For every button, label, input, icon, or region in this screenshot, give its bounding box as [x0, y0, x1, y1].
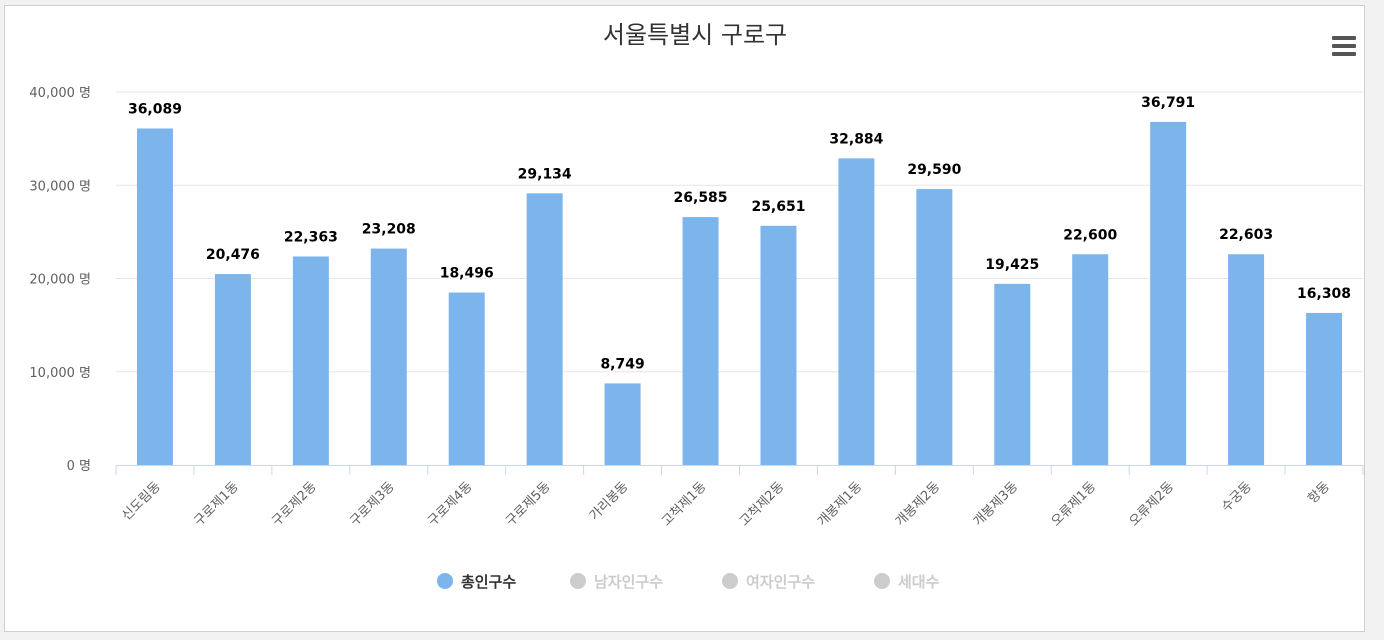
x-tick-label: 고척제2동 [737, 479, 787, 529]
x-tick-label: 개봉제3동 [971, 479, 1021, 529]
legend-label: 여자인구수 [746, 573, 815, 591]
y-tick-label: 30,000 명 [29, 179, 91, 194]
bar[interactable] [1150, 121, 1187, 466]
data-label: 22,600 [1063, 227, 1117, 243]
x-tick-label: 오류제2동 [1127, 479, 1177, 529]
y-tick-label: 10,000 명 [29, 366, 91, 381]
x-tick-label: 개봉제2동 [893, 479, 943, 529]
x-tick-label: 가리봉동 [587, 479, 631, 523]
data-label: 23,208 [362, 222, 416, 238]
legend-marker [722, 573, 738, 589]
x-tick-label: 개봉제1동 [815, 479, 865, 529]
legend-item[interactable]: 총인구수 [437, 573, 516, 591]
bar[interactable] [370, 248, 407, 465]
data-label: 22,363 [284, 229, 338, 245]
data-label: 19,425 [985, 257, 1039, 273]
bar[interactable] [526, 193, 563, 466]
data-labels: 36,089 20,476 22,363 23,208 18,496 29,134 8,74… [126, 93, 1352, 373]
bar[interactable] [604, 383, 641, 465]
bar[interactable] [916, 189, 953, 466]
bar[interactable] [292, 256, 329, 465]
bar[interactable] [838, 158, 875, 466]
data-label: 18,496 [440, 266, 494, 282]
x-tick-label: 구로제1동 [191, 479, 241, 529]
data-label: 22,603 [1219, 227, 1273, 243]
legend-label: 세대수 [898, 573, 940, 591]
bar-chart: 서울특별시 구로구 0 명 10,000 명 20,000 명 30,000 명 40,… [29, 21, 1364, 591]
x-tick-label: 신도림동 [119, 479, 163, 523]
data-label: 16,308 [1297, 286, 1351, 302]
data-label: 8,749 [600, 356, 644, 372]
data-label: 36,791 [1141, 95, 1195, 111]
data-label: 25,651 [751, 199, 805, 215]
menu-line [1332, 52, 1356, 56]
y-tick-label: 20,000 명 [29, 273, 91, 288]
data-label: 36,089 [128, 101, 182, 117]
legend-item[interactable]: 여자인구수 [722, 573, 815, 591]
bar[interactable] [136, 128, 173, 465]
legend-marker [570, 573, 586, 589]
bar[interactable] [682, 217, 719, 465]
bar[interactable] [214, 274, 251, 465]
legend-label: 총인구수 [461, 573, 516, 591]
x-tick-label: 항동 [1305, 479, 1333, 507]
data-label: 29,590 [907, 162, 961, 178]
legend: 총인구수 남자인구수 여자인구수 세대수 [437, 573, 940, 591]
legend-item[interactable]: 남자인구수 [570, 573, 663, 591]
data-label: 20,476 [206, 247, 260, 263]
chart-container: 서울특별시 구로구 0 명 10,000 명 20,000 명 30,000 명 40,… [4, 5, 1365, 632]
x-tick-label: 구로제2동 [269, 479, 319, 529]
bar[interactable] [994, 283, 1031, 465]
x-tick-label: 수궁동 [1219, 479, 1255, 515]
x-tick-label: 구로제5동 [503, 479, 553, 529]
x-tick-label: 구로제3동 [347, 479, 397, 529]
bar[interactable] [1072, 254, 1109, 465]
menu-line [1332, 44, 1356, 48]
x-tick-label: 고척제1동 [659, 479, 709, 529]
legend-label: 남자인구수 [594, 573, 663, 591]
data-label: 26,585 [674, 190, 728, 206]
chart-title: 서울특별시 구로구 [603, 21, 787, 49]
x-axis: 신도림동 구로제1동 구로제2동 구로제3동 구로제4동 구로제5동 가리봉동 고척제1동 고척… [115, 465, 1364, 530]
data-label: 29,134 [518, 166, 572, 182]
bar[interactable] [1228, 254, 1265, 465]
y-axis-labels: 0 명 10,000 명 20,000 명 30,000 명 40,000 명 [29, 86, 91, 474]
legend-item[interactable]: 세대수 [874, 573, 940, 591]
x-tick-label: 구로제4동 [425, 479, 475, 529]
bar[interactable] [1306, 312, 1343, 465]
hamburger-menu-icon[interactable] [1330, 33, 1360, 59]
bars [136, 121, 1343, 466]
data-label: 32,884 [829, 131, 883, 147]
x-tick-label: 오류제1동 [1049, 479, 1099, 529]
legend-marker [437, 573, 453, 589]
bar[interactable] [448, 292, 485, 465]
bar[interactable] [760, 225, 797, 465]
legend-marker [874, 573, 890, 589]
y-tick-label: 40,000 명 [29, 86, 91, 101]
menu-line [1332, 36, 1356, 40]
y-tick-label: 0 명 [67, 459, 91, 474]
